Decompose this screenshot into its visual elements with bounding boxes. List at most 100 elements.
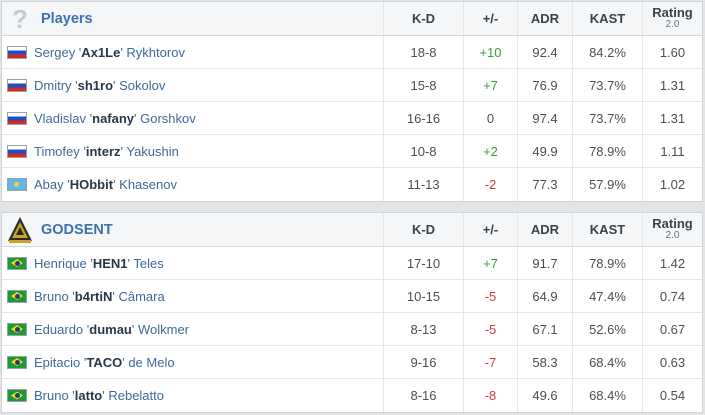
brazil-flag: [7, 355, 27, 369]
table-row: Epitacio 'TACO' de Melo 9-16 -7 58.3 68.…: [2, 346, 702, 379]
kd-value: 9-16: [383, 346, 463, 378]
brazil-flag: [7, 289, 27, 303]
team-name[interactable]: GODSENT: [41, 221, 113, 238]
adr-value: 64.9: [517, 280, 572, 312]
table-row: Eduardo 'dumau' Wolkmer 8-13 -5 67.1 52.…: [2, 313, 702, 346]
adr-value: 58.3: [517, 346, 572, 378]
plus-minus-column-header: +/-: [463, 2, 517, 35]
rating-value: 0.54: [642, 379, 702, 412]
player-nickname: HEN1: [92, 255, 128, 271]
player-stats-table: ? Players K-D +/- ADR KAST Rating 2.0 Se…: [1, 1, 703, 202]
player-nickname: latto: [74, 388, 103, 403]
plus-minus-value: -2: [463, 168, 517, 201]
player-name-link[interactable]: Bruno 'b4rtiN' Câmara: [34, 288, 165, 304]
team-name[interactable]: Players: [41, 10, 93, 27]
kd-value: 10-15: [383, 280, 463, 312]
adr-value: 67.1: [517, 313, 572, 345]
table-row: Vladislav 'nafany' Gorshkov 16-16 0 97.4…: [2, 102, 702, 135]
question-mark-icon: ?: [12, 3, 28, 34]
rating-value: 1.02: [642, 168, 702, 201]
kast-value: 73.7%: [572, 102, 642, 134]
kd-value: 17-10: [383, 247, 463, 279]
kast-value: 47.4%: [572, 280, 642, 312]
plus-minus-column-header: +/-: [463, 213, 517, 246]
player-name-link[interactable]: Henrique 'HEN1' Teles: [34, 255, 164, 271]
table-row: Dmitry 'sh1ro' Sokolov 15-8 +7 76.9 73.7…: [2, 69, 702, 102]
player-nickname: nafany: [92, 110, 135, 126]
kd-value: 8-13: [383, 313, 463, 345]
kast-value: 73.7%: [572, 69, 642, 101]
plus-minus-value: +2: [463, 135, 517, 167]
russia-flag: [7, 144, 27, 158]
kd-column-header: K-D: [383, 2, 463, 35]
kd-value: 11-13: [383, 168, 463, 201]
player-stats-table: GODSENT K-D +/- ADR KAST Rating 2.0 Henr…: [1, 212, 703, 413]
kast-column-header: KAST: [572, 213, 642, 246]
player-name-link[interactable]: Timofey 'interz' Yakushin: [34, 143, 179, 159]
plus-minus-value: -8: [463, 379, 517, 412]
plus-minus-value: +10: [463, 36, 517, 68]
adr-value: 77.3: [517, 168, 572, 201]
adr-value: 49.6: [517, 379, 572, 412]
player-name-link[interactable]: Bruno 'latto' Rebelatto: [34, 388, 164, 403]
player-nickname: sh1ro: [77, 77, 114, 93]
kast-value: 57.9%: [572, 168, 642, 201]
kast-value: 84.2%: [572, 36, 642, 68]
table-row: Bruno 'latto' Rebelatto 8-16 -8 49.6 68.…: [2, 379, 702, 412]
kd-value: 16-16: [383, 102, 463, 134]
plus-minus-value: 0: [463, 102, 517, 134]
player-nickname: TACO: [86, 354, 123, 370]
rating-value: 1.31: [642, 102, 702, 134]
brazil-flag: [7, 389, 27, 402]
russia-flag: [7, 111, 27, 125]
kast-column-header: KAST: [572, 2, 642, 35]
table-header: ? Players K-D +/- ADR KAST Rating 2.0: [2, 2, 702, 36]
rating-value: 1.60: [642, 36, 702, 68]
player-nickname: Ax1Le: [81, 44, 121, 60]
kast-value: 78.9%: [572, 247, 642, 279]
kd-value: 8-16: [383, 379, 463, 412]
russia-flag: [7, 78, 27, 92]
player-name-link[interactable]: Eduardo 'dumau' Wolkmer: [34, 321, 190, 337]
player-name-link[interactable]: Sergey 'Ax1Le' Rykhtorov: [34, 44, 185, 60]
player-name-link[interactable]: Abay 'HObbit' Khasenov: [34, 177, 177, 192]
adr-value: 76.9: [517, 69, 572, 101]
plus-minus-value: -7: [463, 346, 517, 378]
rating-value: 0.67: [642, 313, 702, 345]
kd-value: 15-8: [383, 69, 463, 101]
adr-value: 91.7: [517, 247, 572, 279]
adr-value: 92.4: [517, 36, 572, 68]
adr-value: 49.9: [517, 135, 572, 167]
godsent-logo-icon: [8, 216, 32, 243]
adr-value: 97.4: [517, 102, 572, 134]
player-nickname: interz: [85, 143, 121, 159]
rating-value: 1.42: [642, 247, 702, 279]
player-name-link[interactable]: Dmitry 'sh1ro' Sokolov: [34, 77, 166, 93]
table-header: GODSENT K-D +/- ADR KAST Rating 2.0: [2, 213, 702, 247]
rating-column-header: Rating 2.0: [642, 2, 702, 35]
player-name-link[interactable]: Vladislav 'nafany' Gorshkov: [34, 110, 196, 126]
kd-column-header: K-D: [383, 213, 463, 246]
player-nickname: dumau: [89, 321, 132, 337]
rating-value: 1.31: [642, 69, 702, 101]
kazakhstan-flag: [7, 178, 27, 191]
player-nickname: b4rtiN: [74, 288, 113, 304]
rating-value: 0.63: [642, 346, 702, 378]
rating-value: 1.11: [642, 135, 702, 167]
adr-column-header: ADR: [517, 213, 572, 246]
player-nickname: HObbit: [69, 177, 114, 192]
table-row: Bruno 'b4rtiN' Câmara 10-15 -5 64.9 47.4…: [2, 280, 702, 313]
player-name-link[interactable]: Epitacio 'TACO' de Melo: [34, 354, 175, 370]
rating-column-header: Rating 2.0: [642, 213, 702, 246]
kast-value: 52.6%: [572, 313, 642, 345]
kast-value: 78.9%: [572, 135, 642, 167]
brazil-flag: [7, 322, 27, 336]
plus-minus-value: +7: [463, 247, 517, 279]
kast-value: 68.4%: [572, 346, 642, 378]
kd-value: 10-8: [383, 135, 463, 167]
adr-column-header: ADR: [517, 2, 572, 35]
table-row: Abay 'HObbit' Khasenov 11-13 -2 77.3 57.…: [2, 168, 702, 201]
plus-minus-value: +7: [463, 69, 517, 101]
kast-value: 68.4%: [572, 379, 642, 412]
russia-flag: [7, 45, 27, 59]
